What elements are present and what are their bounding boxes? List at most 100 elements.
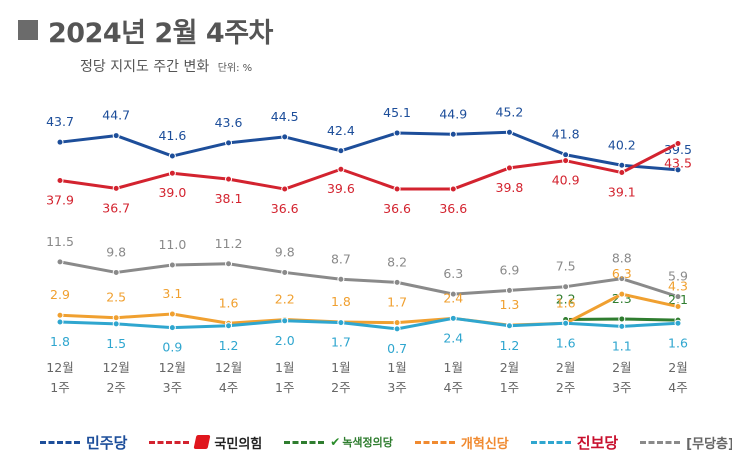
data-label: 7.5 <box>556 259 576 274</box>
data-point <box>618 169 626 177</box>
data-label: 5.9 <box>668 269 688 284</box>
data-label: 1.6 <box>668 335 688 350</box>
data-label: 11.5 <box>46 234 74 249</box>
data-point <box>281 268 289 276</box>
data-label: 45.2 <box>496 104 524 119</box>
data-point <box>281 185 289 193</box>
legend-item-independent: [무당층] <box>640 433 732 452</box>
data-point <box>505 286 513 294</box>
data-point <box>56 318 64 326</box>
data-point <box>112 132 120 140</box>
x-tick-label-month: 2월 <box>612 360 631 375</box>
legend-line-reform <box>414 440 455 444</box>
x-tick-label-week: 1주 <box>50 380 69 395</box>
x-tick-label-month: 12월 <box>159 360 186 375</box>
data-point <box>674 303 682 311</box>
data-point <box>225 260 233 268</box>
data-label: 2.2 <box>275 292 295 307</box>
data-label: 44.5 <box>271 109 299 124</box>
data-label: 2.2 <box>556 292 576 307</box>
data-point <box>168 310 176 318</box>
series-line-2 <box>59 260 679 299</box>
data-point <box>393 185 401 193</box>
data-point <box>225 322 233 330</box>
data-point <box>618 322 626 330</box>
page-title: 2024년 2월 4주차 <box>48 17 273 49</box>
data-label: 36.6 <box>271 201 299 216</box>
data-label: 11.0 <box>158 237 186 252</box>
legend: 민주당 국민의힘 ✔ 녹색정의당 개혁신당 진보당 [무당층] <box>40 430 732 454</box>
x-tick-label-week: 4주 <box>668 380 687 395</box>
check-icon: ✔ <box>330 435 341 449</box>
chart-subtitle: 정당 지지도 주간 변화 단위: % <box>80 56 252 76</box>
data-label: 39.1 <box>608 185 636 200</box>
data-point <box>393 129 401 137</box>
x-tick-label-week: 2주 <box>331 380 350 395</box>
data-label: 6.3 <box>443 266 463 281</box>
data-label: 9.8 <box>106 244 126 259</box>
data-label: 43.5 <box>664 156 692 171</box>
x-tick-label-month: 1월 <box>331 360 350 375</box>
legend-item-progressive: 진보당 <box>530 432 618 453</box>
unit-label: 단위: % <box>217 63 253 74</box>
x-tick-label-week: 2주 <box>556 380 575 395</box>
data-label: 6.3 <box>612 266 632 281</box>
data-point <box>449 185 457 193</box>
data-label: 1.2 <box>500 338 520 353</box>
x-tick-label-week: 3주 <box>612 380 631 395</box>
data-point <box>337 275 345 283</box>
data-label: 2.4 <box>443 330 463 345</box>
data-label: 1.6 <box>556 295 576 310</box>
data-label: 41.8 <box>552 127 580 142</box>
series-line-4 <box>59 292 679 327</box>
data-label: 41.6 <box>158 128 186 143</box>
data-point <box>393 325 401 333</box>
x-tick-label-week: 2주 <box>106 380 125 395</box>
data-label: 1.8 <box>331 294 351 309</box>
ppp-logo-icon <box>193 435 211 449</box>
data-point <box>112 184 120 192</box>
data-label: 45.1 <box>383 105 411 120</box>
data-label: 38.1 <box>215 191 243 206</box>
data-label: 8.2 <box>387 254 407 269</box>
data-label: 8.8 <box>612 251 632 266</box>
data-point <box>674 319 682 327</box>
data-label: 40.2 <box>608 137 636 152</box>
data-label: 9.8 <box>275 244 295 259</box>
data-point <box>56 176 64 184</box>
data-point <box>281 317 289 325</box>
x-tick-label-month: 2월 <box>500 360 519 375</box>
data-label: 39.6 <box>327 181 355 196</box>
data-point <box>393 319 401 327</box>
legend-item-reform: 개혁신당 <box>414 433 509 452</box>
data-label: 3.1 <box>162 286 182 301</box>
data-point <box>674 140 682 147</box>
series-line-5 <box>59 316 679 331</box>
x-tick-label-month: 1월 <box>275 360 294 375</box>
data-label: 6.9 <box>500 262 520 277</box>
data-point <box>393 278 401 286</box>
x-tick-label-week: 3주 <box>387 380 406 395</box>
data-point <box>225 175 233 183</box>
data-label: 11.2 <box>215 236 243 251</box>
legend-item-ppp: 국민의힘 <box>149 433 262 452</box>
data-label: 43.7 <box>46 114 74 129</box>
data-label: 1.3 <box>500 297 520 312</box>
data-label: 2.1 <box>668 292 688 307</box>
data-label: 40.9 <box>552 173 580 188</box>
data-point <box>112 268 120 276</box>
series-line-0 <box>59 130 679 172</box>
x-tick-label-month: 2월 <box>668 360 687 375</box>
x-tick-label-month: 12월 <box>102 360 129 375</box>
data-label: 39.8 <box>496 180 524 195</box>
data-label: 1.6 <box>219 295 239 310</box>
data-point <box>674 293 682 301</box>
series-line-1 <box>59 142 679 191</box>
legend-label-independent: [무당층] <box>686 436 732 452</box>
data-label: 36.6 <box>439 201 467 216</box>
data-label: 1.5 <box>106 336 126 351</box>
data-label: 43.6 <box>215 115 243 130</box>
data-label: 1.8 <box>50 334 70 349</box>
data-point <box>56 138 64 146</box>
title-square-icon <box>18 20 38 40</box>
